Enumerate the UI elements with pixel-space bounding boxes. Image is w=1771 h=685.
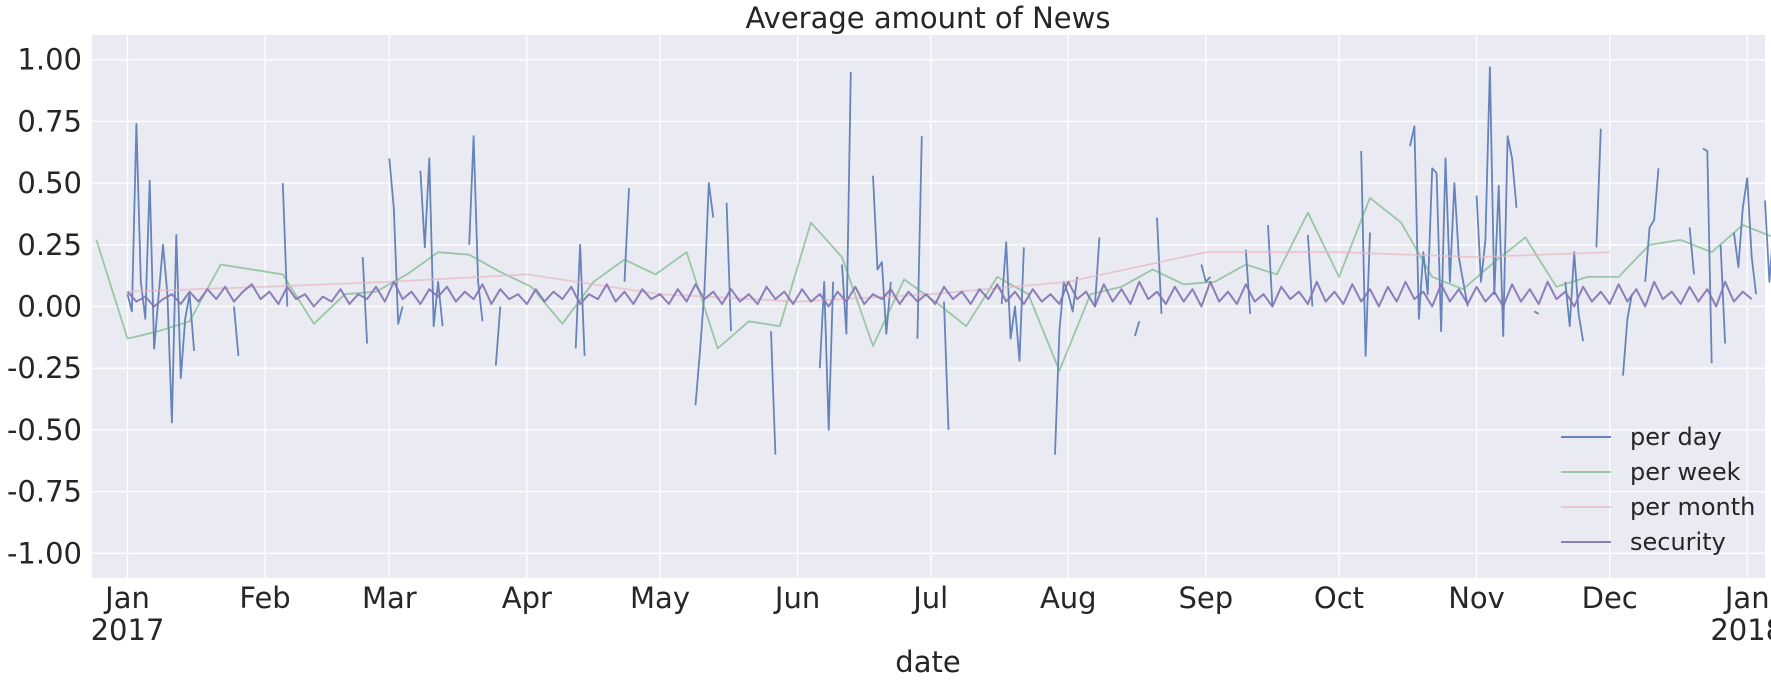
- series-line-segment: [725, 202, 732, 332]
- legend-label: per week: [1630, 458, 1741, 486]
- series-line-segment: [841, 71, 852, 335]
- y-tick-labels: 1.00 0.75 0.50 0.25 0.00 -0.25 -0.50 -0.75 -1.00: [7, 43, 82, 571]
- y-tick-label: 1.00: [17, 43, 82, 77]
- y-tick-label: -0.75: [7, 475, 82, 509]
- series-line-segment: [126, 123, 195, 424]
- x-tick-label: Feb: [239, 581, 290, 615]
- y-tick-label: -0.25: [7, 351, 82, 385]
- series-line-segment: [1564, 251, 1584, 342]
- legend: per day per week per month security: [1561, 423, 1755, 556]
- x-tick-label: Jun: [773, 581, 820, 615]
- series-line-segment: [1000, 241, 1025, 362]
- x-tick-label: Oct: [1314, 581, 1364, 615]
- series-line-segment: [419, 157, 444, 328]
- series-line-segment: [916, 136, 923, 339]
- series-line-segment: [694, 182, 715, 406]
- series-security: [126, 280, 1753, 308]
- x-tick-label: Dec: [1582, 581, 1638, 615]
- y-tick-label: 0.25: [17, 228, 82, 262]
- series-line-segment: [1688, 227, 1695, 275]
- series-line-segment: [361, 257, 368, 344]
- series-line-segment: [494, 306, 502, 366]
- x-tick-label: Mar: [362, 581, 417, 615]
- y-tick-label: 0.75: [17, 104, 82, 138]
- series-line-segment: [1595, 128, 1602, 248]
- series-line-segment: [1360, 150, 1371, 357]
- x-tick-label: Nov: [1448, 581, 1505, 615]
- y-tick-label: -1.00: [7, 536, 82, 570]
- x-tick-label: Jan: [103, 581, 150, 615]
- series-line-segment: [95, 196, 1771, 372]
- series-line-segment: [468, 135, 484, 322]
- series-line-segment: [1764, 200, 1771, 283]
- series-line-segment: [623, 187, 630, 282]
- series-line-segment: [1719, 244, 1726, 344]
- x-tick-label: Jul: [911, 581, 948, 615]
- series-line-segment: [1094, 237, 1101, 307]
- legend-label: security: [1630, 528, 1726, 556]
- x-tick-label: Sep: [1179, 581, 1234, 615]
- x-tick-label: Apr: [502, 581, 552, 615]
- series-lines: [95, 66, 1771, 455]
- series-line-segment: [1622, 294, 1633, 376]
- series-line-segment: [943, 301, 950, 430]
- series-line-segment: [233, 306, 240, 356]
- series-line-segment: [818, 280, 834, 431]
- series-line-segment: [126, 280, 1753, 308]
- y-tick-label: 0.50: [17, 166, 82, 200]
- series-line-segment: [1475, 66, 1518, 338]
- series-line-segment: [1267, 224, 1274, 307]
- legend-label: per day: [1630, 423, 1722, 451]
- series-line-segment: [770, 331, 777, 455]
- series-line-segment: [1244, 249, 1252, 314]
- series-line-segment: [127, 251, 1610, 303]
- series-line-segment: [1533, 310, 1540, 315]
- series-per-week: [95, 196, 1771, 372]
- series-per-month: [127, 251, 1610, 303]
- x-tick-year-label: 2018: [1710, 613, 1771, 647]
- series-line-segment: [1644, 168, 1660, 282]
- x-tick-label: Jan: [1723, 581, 1770, 615]
- x-tick-year-label: 2017: [91, 613, 165, 647]
- grid-lines: [92, 35, 1765, 578]
- series-line-segment: [388, 158, 404, 325]
- series-line-segment: [1702, 147, 1713, 364]
- series-line-segment: [1733, 177, 1757, 295]
- x-tick-label: May: [630, 581, 690, 615]
- legend-label: per month: [1630, 493, 1755, 521]
- series-line-segment: [574, 243, 586, 356]
- y-tick-label: 0.00: [17, 290, 82, 324]
- y-tick-label: -0.50: [7, 413, 82, 447]
- x-tick-label: Aug: [1040, 581, 1097, 615]
- x-axis-label: date: [895, 645, 960, 679]
- chart-title: Average amount of News: [746, 1, 1111, 35]
- series-line-segment: [1409, 125, 1469, 333]
- series-line-segment: [1134, 321, 1141, 337]
